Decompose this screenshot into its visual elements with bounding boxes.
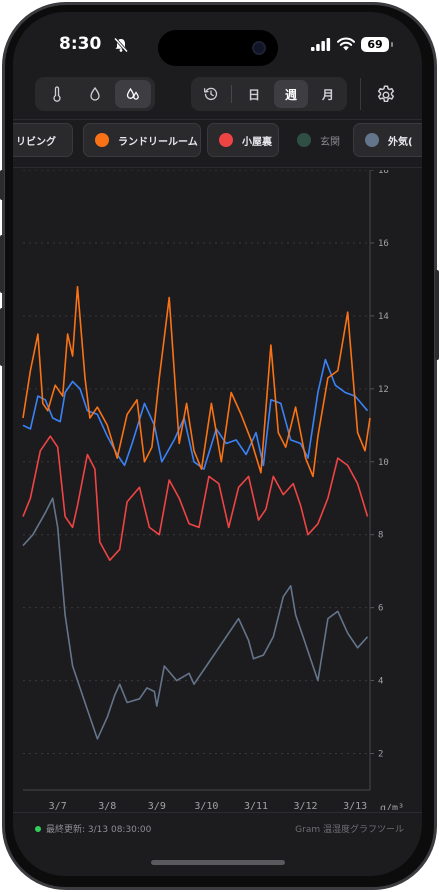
y-tick-label: 8 [378, 531, 383, 541]
period-month-button[interactable]: 月 [321, 87, 334, 102]
y-tick-label: 16 [378, 239, 389, 249]
app-screen: 8:30 69 [13, 12, 422, 876]
room-label: 玄関 [320, 136, 340, 148]
dynamic-island [158, 30, 278, 66]
power-button [435, 270, 439, 360]
chart-canvas: 2 4 6 8 10 12 14 16 18 3/7 3/8 3/9 3/10 3/11 3/12 3/13 g… [22, 166, 404, 814]
room-filter-bar: リビング ランドリールーム 小屋裏 玄関 外気( [13, 122, 422, 168]
humidity-button[interactable] [77, 80, 113, 108]
y-tick-label: 18 [378, 170, 389, 176]
room-label: リビング [16, 136, 56, 148]
room-chip-entrance[interactable]: 玄関 [285, 123, 349, 157]
volume-up-button [0, 235, 4, 293]
absolute-humidity-button[interactable] [115, 80, 151, 108]
room-color-dot [365, 133, 379, 147]
wifi-icon [337, 37, 355, 51]
room-chip-outdoor[interactable]: 外気( [353, 123, 422, 157]
status-bar: 8:30 69 [13, 12, 422, 70]
gear-icon[interactable] [375, 84, 397, 106]
last-updated: 最終更新: 3/13 08:30:00 [46, 825, 152, 835]
x-tick-label: 3/13 [343, 801, 367, 810]
y-unit-label: g/m³ [380, 803, 404, 810]
thermometer-icon [53, 86, 61, 102]
x-tick-label: 3/8 [98, 801, 116, 810]
room-color-dot [297, 133, 311, 147]
toolbar: 日 週 月 [13, 70, 422, 120]
room-label: 小屋裏 [242, 136, 272, 148]
room-chip-attic[interactable]: 小屋裏 [207, 123, 279, 157]
y-tick-label: 12 [378, 385, 389, 395]
x-tick-label: 3/7 [49, 801, 67, 810]
segment-divider [231, 85, 232, 103]
y-tick-label: 4 [378, 677, 383, 687]
silent-bell-icon [113, 37, 129, 53]
live-status-dot [35, 826, 41, 832]
footer: 最終更新: 3/13 08:30:00 Gram 温湿度グラフツール [13, 812, 422, 842]
room-label: 外気( [388, 136, 413, 148]
y-tick-label: 14 [378, 312, 389, 322]
period-week-button[interactable]: 週 [274, 80, 308, 108]
status-time: 8:30 [59, 34, 102, 54]
humidity-chart[interactable]: 2 4 6 8 10 12 14 16 18 3/7 3/8 3/9 3/10 3/11 3/12 3/13 g… [13, 166, 422, 814]
history-button[interactable] [195, 80, 227, 108]
room-label: ランドリールーム [118, 136, 198, 148]
room-color-dot [95, 133, 109, 147]
y-tick-label: 2 [378, 750, 383, 760]
history-icon [203, 87, 218, 100]
app-credit: Gram 温湿度グラフツール [295, 825, 404, 835]
cellular-signal-icon [311, 38, 331, 51]
room-color-dot [219, 133, 233, 147]
room-chip-living[interactable]: リビング [13, 123, 73, 157]
double-drop-icon [126, 87, 139, 100]
action-button [0, 170, 4, 200]
series-line [22, 497, 369, 740]
period-day-button[interactable]: 日 [247, 87, 260, 102]
x-tick-label: 3/11 [244, 801, 268, 810]
y-tick-label: 6 [378, 604, 383, 614]
x-tick-label: 3/12 [294, 801, 318, 810]
y-tick-label: 10 [378, 458, 389, 468]
period-selector: 日 週 月 [191, 77, 347, 111]
temperature-button[interactable] [39, 80, 75, 108]
camera-icon [252, 41, 266, 55]
toolbar-divider [360, 78, 361, 110]
metric-selector [35, 77, 155, 111]
volume-down-button [0, 308, 4, 366]
x-tick-label: 3/10 [194, 801, 218, 810]
series-line [22, 285, 371, 478]
room-chip-laundry[interactable]: ランドリールーム [83, 123, 201, 157]
home-indicator[interactable] [151, 860, 285, 865]
battery-indicator: 69 [361, 37, 393, 52]
series-line [22, 435, 369, 561]
water-drop-icon [90, 86, 100, 101]
x-tick-label: 3/9 [148, 801, 166, 810]
